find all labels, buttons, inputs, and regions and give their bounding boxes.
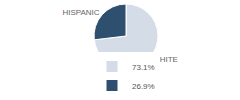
svg-text:73.1%: 73.1% — [132, 63, 155, 72]
svg-text:HISPANIC: HISPANIC — [62, 8, 99, 17]
svg-text:WHITE: WHITE — [152, 54, 178, 64]
svg-text:26.9%: 26.9% — [132, 82, 155, 91]
